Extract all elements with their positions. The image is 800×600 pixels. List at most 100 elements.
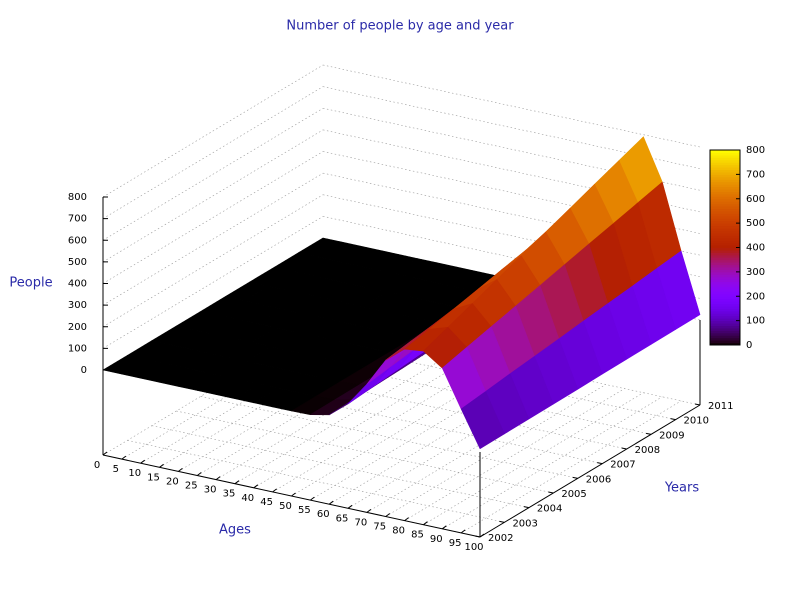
colorbar-segment [710, 315, 740, 319]
colorbar-segment [710, 247, 740, 251]
colorbar-segment [710, 288, 740, 292]
grid-line [322, 194, 701, 278]
colorbar-segment [710, 318, 740, 322]
tick-mark [272, 488, 277, 493]
colorbar-tick-label: 500 [746, 218, 765, 229]
colorbar-segment [710, 298, 740, 302]
y-tick-label: 2009 [659, 430, 684, 441]
grid-line [102, 151, 324, 284]
tick-mark [234, 480, 240, 485]
tick-mark [479, 533, 485, 538]
colorbar-segment [710, 252, 740, 256]
grid-line [310, 367, 531, 501]
grid-line [102, 216, 324, 349]
colorbar-segment [710, 176, 740, 180]
grid-line [366, 380, 588, 513]
colorbar-segment [710, 310, 740, 314]
z-tick-label: 100 [68, 343, 87, 354]
x-tick-label: 20 [166, 476, 179, 487]
grid-line [322, 216, 701, 299]
colorbar-segment [710, 237, 740, 241]
z-tick-label: 400 [68, 279, 87, 290]
grid-line [423, 392, 644, 525]
colorbar-segment [710, 242, 740, 246]
colorbar-segment [710, 169, 740, 173]
x-tick-label: 65 [336, 513, 349, 524]
y-tick-label: 2003 [512, 518, 537, 529]
surface [102, 136, 701, 450]
colorbar-segment [710, 152, 740, 156]
colorbar-segment [710, 276, 740, 280]
x-tick-label: 100 [464, 542, 483, 553]
tick-mark [215, 476, 221, 481]
tick-mark [328, 500, 334, 505]
tick-mark [597, 462, 603, 465]
colorbar-segment [710, 240, 740, 244]
x-tick-label: 75 [373, 522, 386, 533]
y-tick-label: 2011 [708, 401, 733, 412]
grid-line [322, 172, 701, 256]
grid-line [102, 172, 324, 306]
grid-line [127, 440, 505, 523]
x-tick-label: 70 [355, 517, 368, 528]
colorbar-segment [710, 223, 740, 227]
grid-line [272, 359, 493, 493]
chart-title: Number of people by age and year [286, 19, 514, 34]
grid-line [442, 396, 663, 530]
x-tick-label: 25 [185, 481, 198, 492]
colorbar-segment [710, 264, 740, 268]
z-tick-label: 500 [68, 257, 87, 268]
colorbar-segment [710, 198, 740, 202]
colorbar-segment [710, 286, 740, 290]
y-tick-label: 2007 [610, 460, 635, 471]
tick-mark [499, 520, 505, 523]
grid-line [404, 388, 625, 521]
colorbar-segment [710, 259, 740, 263]
x-tick-label: 80 [392, 526, 405, 537]
colorbar-segment [710, 335, 740, 339]
colorbar-segment [710, 303, 740, 307]
grid-line [102, 194, 324, 328]
colorbar-segment [710, 191, 740, 195]
z-tick-label: 600 [68, 235, 87, 246]
x-tick-label: 5 [113, 464, 119, 475]
tick-mark [310, 496, 315, 501]
tick-mark [121, 455, 127, 460]
colorbar-segment [710, 323, 740, 326]
colorbar-segment [710, 327, 740, 331]
colorbar-segment [710, 174, 740, 178]
tick-mark [523, 506, 529, 509]
colorbar-segment [710, 337, 740, 341]
colorbar-segment [710, 215, 740, 219]
grid-line [329, 371, 550, 505]
colorbar-segment [710, 228, 740, 231]
y-tick-label: 2002 [488, 533, 513, 544]
grid-line [291, 363, 512, 497]
colorbar-segment [710, 181, 740, 185]
colorbar-segment [710, 279, 740, 283]
colorbar-segment [710, 267, 740, 270]
tick-mark [441, 525, 447, 530]
colorbar-segment [710, 330, 740, 334]
colorbar-segment [710, 306, 740, 309]
z-tick-label: 0 [81, 365, 87, 376]
colorbar-segment [710, 164, 740, 168]
z-axis-label: People [9, 276, 52, 291]
colorbar-segment [710, 342, 740, 346]
colorbar-tick-label: 700 [746, 169, 765, 180]
colorbar-tick-label: 300 [746, 267, 765, 278]
y-tick-label: 2006 [586, 474, 611, 485]
colorbar-segment [710, 167, 740, 170]
x-tick-label: 0 [94, 460, 100, 471]
colorbar-segment [710, 150, 740, 153]
colorbar-segment [710, 269, 740, 273]
grid-line [102, 86, 324, 219]
x-tick-label: 35 [223, 489, 236, 500]
colorbar-segment [710, 235, 740, 239]
colorbar-tick-label: 400 [746, 243, 765, 254]
x-tick-label: 55 [298, 505, 311, 516]
colorbar-segment [710, 157, 740, 161]
colorbar-segment [710, 281, 740, 285]
tick-mark [347, 504, 353, 509]
